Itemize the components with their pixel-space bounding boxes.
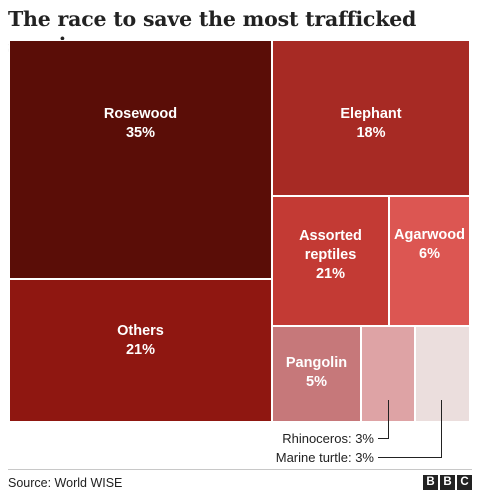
treemap-label: Rosewood 35% xyxy=(103,106,178,141)
treemap-label: Agarwood 6% xyxy=(394,227,465,262)
treemap-tile-marine-turtle xyxy=(415,326,470,422)
bbc-logo-letter: B xyxy=(440,475,455,490)
bbc-logo-letter: B xyxy=(423,475,438,490)
footer-divider xyxy=(8,469,472,470)
treemap-tile-assorted-reptiles: Assorted reptiles 21% xyxy=(272,196,389,326)
treemap-tile-pangolin: Pangolin 5% xyxy=(272,326,361,422)
treemap-label: Assorted reptiles 21% xyxy=(299,228,362,282)
treemap-tile-others: Others 21% xyxy=(9,279,272,422)
source-note: Source: World WISE xyxy=(8,476,123,490)
treemap-tile-rosewood: Rosewood 35% xyxy=(9,40,272,279)
leader-marine-turtle-horizontal xyxy=(378,457,442,458)
leader-rhinoceros-horizontal xyxy=(378,438,388,439)
callout-marine-turtle: Marine turtle: 3% xyxy=(275,450,374,465)
treemap-tile-elephant: Elephant 18% xyxy=(272,40,470,196)
leader-marine-turtle-vertical xyxy=(441,400,442,458)
treemap-label: Elephant 18% xyxy=(340,106,402,141)
leader-rhinoceros-vertical xyxy=(388,400,389,439)
bbc-logo-letter: C xyxy=(457,475,472,490)
callout-rhinoceros: Rhinoceros: 3% xyxy=(282,431,374,446)
treemap-label: Pangolin 5% xyxy=(285,355,348,390)
treemap-label: Others 21% xyxy=(117,323,164,358)
treemap-tile-agarwood: Agarwood 6% xyxy=(389,196,470,326)
bbc-logo: B B C xyxy=(423,475,472,490)
